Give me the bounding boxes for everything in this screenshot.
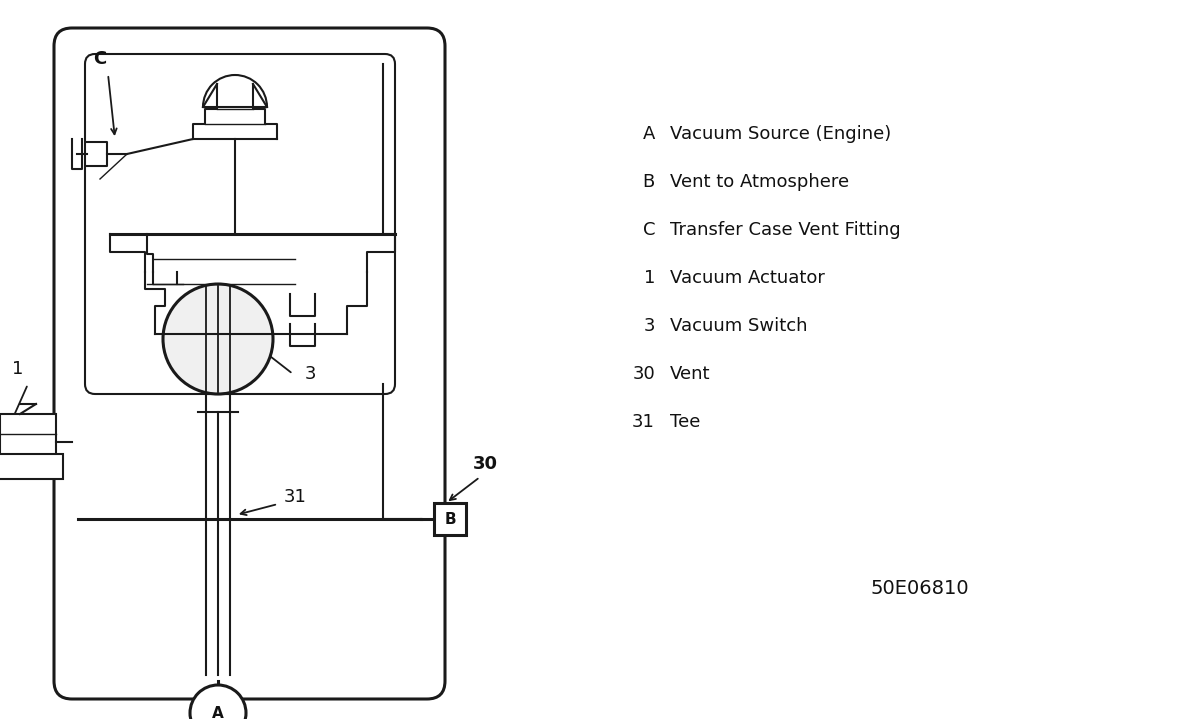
Text: 1: 1	[12, 360, 24, 378]
Text: Tee: Tee	[670, 413, 701, 431]
Text: Vacuum Switch: Vacuum Switch	[670, 317, 808, 335]
Text: 1: 1	[643, 269, 655, 287]
Text: A: A	[643, 125, 655, 143]
Bar	[434, 503, 466, 535]
Text: 50E06810: 50E06810	[871, 580, 970, 598]
Text: 30: 30	[632, 365, 655, 383]
Text: 30: 30	[473, 455, 498, 473]
Text: Vacuum Actuator: Vacuum Actuator	[670, 269, 824, 287]
Text: C: C	[94, 50, 107, 68]
Circle shape	[163, 284, 274, 394]
Text: C: C	[642, 221, 655, 239]
Text: 3: 3	[643, 317, 655, 335]
Text: 3: 3	[305, 365, 316, 383]
Text: 31: 31	[283, 488, 306, 506]
Text: A: A	[212, 705, 224, 719]
Text: B: B	[643, 173, 655, 191]
Bar	[0, 414, 56, 456]
Text: 31: 31	[632, 413, 655, 431]
Text: B: B	[444, 511, 456, 526]
Bar	[0, 454, 64, 479]
Text: Vent: Vent	[670, 365, 710, 383]
Text: Vent to Atmosphere: Vent to Atmosphere	[670, 173, 850, 191]
Circle shape	[190, 685, 246, 719]
Text: Transfer Case Vent Fitting: Transfer Case Vent Fitting	[670, 221, 901, 239]
Text: Vacuum Source (Engine): Vacuum Source (Engine)	[670, 125, 892, 143]
